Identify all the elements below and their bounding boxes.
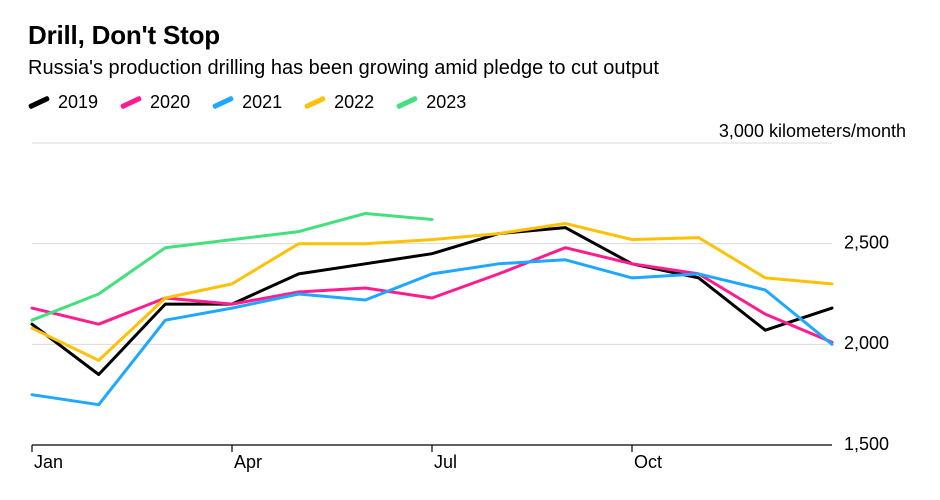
- x-tick-label: Oct: [634, 452, 662, 472]
- x-tick-label: Apr: [234, 452, 262, 472]
- y-tick-label: 1,500: [844, 434, 889, 454]
- legend-swatch: [396, 96, 418, 110]
- y-tick-label: 2,500: [844, 232, 889, 252]
- x-tick-label: Jan: [34, 452, 63, 472]
- legend-swatch: [28, 96, 50, 110]
- legend-swatch: [304, 96, 326, 110]
- line-chart: 1,500 2,000 2,500 3,000 kilometers/month Jan…: [28, 119, 912, 479]
- chart-title: Drill, Don't Stop: [28, 20, 912, 51]
- legend-label: 2019: [58, 92, 98, 113]
- chart-card: Drill, Don't Stop Russia's production dr…: [0, 0, 940, 500]
- series-2019: [32, 228, 832, 375]
- legend-item-2020: 2020: [120, 92, 190, 113]
- legend: 2019 2020 2021 2022 2023: [28, 92, 912, 113]
- chart-area: 1,500 2,000 2,500 3,000 kilometers/month Jan…: [28, 119, 912, 479]
- legend-item-2023: 2023: [396, 92, 466, 113]
- legend-item-2022: 2022: [304, 92, 374, 113]
- series-2020: [32, 248, 832, 343]
- legend-swatch: [212, 96, 234, 110]
- legend-swatch: [120, 96, 142, 110]
- legend-item-2019: 2019: [28, 92, 98, 113]
- y-tick-label: 2,000: [844, 333, 889, 353]
- legend-label: 2022: [334, 92, 374, 113]
- legend-label: 2023: [426, 92, 466, 113]
- legend-label: 2021: [242, 92, 282, 113]
- legend-label: 2020: [150, 92, 190, 113]
- x-tick-label: Jul: [434, 452, 457, 472]
- y-unit-label: 3,000 kilometers/month: [719, 121, 906, 141]
- legend-item-2021: 2021: [212, 92, 282, 113]
- chart-subtitle: Russia's production drilling has been gr…: [28, 57, 912, 80]
